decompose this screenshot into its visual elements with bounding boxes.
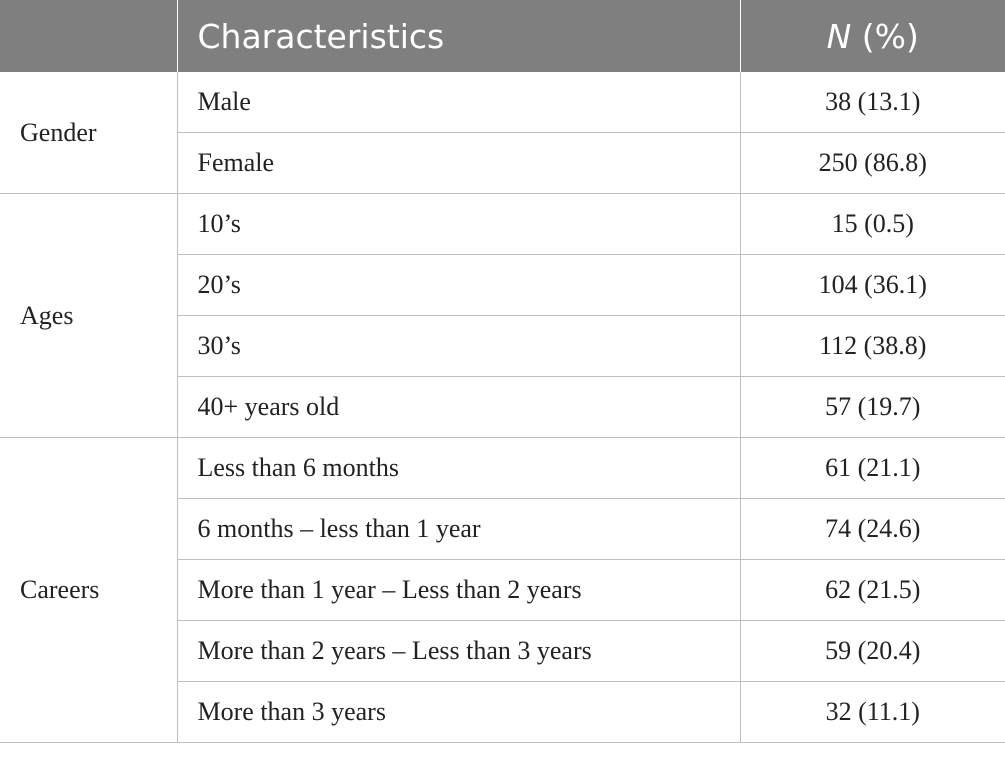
- table-row: Ages 10’s 15 (0.5): [0, 193, 1005, 438]
- table-row: 6 months – less than 1 year 74 (24.6): [0, 498, 1005, 560]
- table-row: Careers Less than 6 months 61 (21.1): [0, 437, 1005, 743]
- table-row: Gender Male 38 (13.1): [0, 72, 1005, 194]
- header-blank: [0, 0, 177, 72]
- table-row: More than 2 years – Less than 3 years 59 …: [0, 620, 1005, 682]
- characteristic-cell: More than 2 years – Less than 3 years: [177, 620, 740, 682]
- table-row: 30’s 112 (38.8): [0, 315, 1005, 377]
- characteristics-table: Characteristics N (%) Gender Male 38 (13.1…: [0, 0, 1005, 743]
- characteristic-cell: 30’s: [177, 315, 740, 377]
- table-row: More than 1 year – Less than 2 years 62 (…: [0, 559, 1005, 621]
- characteristic-cell: 6 months – less than 1 year: [177, 498, 740, 560]
- characteristic-cell: Male: [177, 72, 740, 133]
- count-cell: 32 (11.1): [739, 681, 1005, 743]
- count-cell: 250 (86.8): [739, 132, 1005, 194]
- count-cell: 61 (21.1): [739, 437, 1005, 499]
- header-characteristics: Characteristics: [176, 0, 740, 72]
- header-n-percent: N (%): [739, 0, 1005, 72]
- count-cell: 57 (19.7): [739, 376, 1005, 438]
- characteristic-cell: More than 3 years: [177, 681, 740, 743]
- group-label: Careers: [0, 437, 178, 743]
- count-cell: 104 (36.1): [739, 254, 1005, 316]
- table-header: Characteristics N (%): [0, 0, 1005, 72]
- group-label: Gender: [0, 72, 178, 194]
- header-n-symbol: N: [826, 16, 852, 56]
- table-body: Gender Male 38 (13.1) Female 250 (86.8) Ages 1…: [0, 72, 1005, 743]
- characteristic-cell: More than 1 year – Less than 2 years: [177, 559, 740, 621]
- characteristic-cell: 40+ years old: [177, 376, 740, 438]
- count-cell: 74 (24.6): [739, 498, 1005, 560]
- header-row: Characteristics N (%): [0, 0, 1005, 72]
- group-label: Ages: [0, 193, 178, 438]
- count-cell: 15 (0.5): [739, 193, 1005, 255]
- table-row: More than 3 years 32 (11.1): [0, 681, 1005, 743]
- characteristic-cell: 20’s: [177, 254, 740, 316]
- characteristic-cell: 10’s: [177, 193, 740, 255]
- header-unit: (%): [861, 16, 919, 56]
- count-cell: 38 (13.1): [739, 72, 1005, 133]
- table-row: Female 250 (86.8): [0, 132, 1005, 194]
- count-cell: 59 (20.4): [739, 620, 1005, 682]
- characteristic-cell: Less than 6 months: [177, 437, 740, 499]
- table-row: 20’s 104 (36.1): [0, 254, 1005, 316]
- characteristic-cell: Female: [177, 132, 740, 194]
- table-row: 40+ years old 57 (19.7): [0, 376, 1005, 438]
- count-cell: 62 (21.5): [739, 559, 1005, 621]
- count-cell: 112 (38.8): [739, 315, 1005, 377]
